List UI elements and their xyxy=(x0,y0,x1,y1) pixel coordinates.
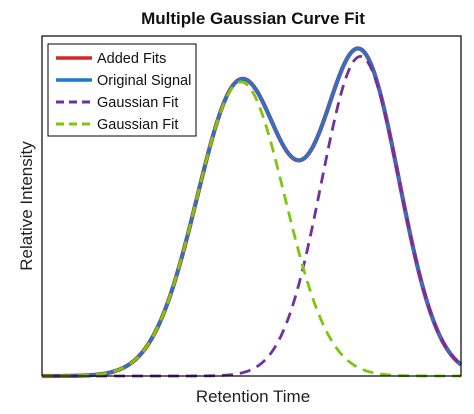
series-line-1 xyxy=(41,46,462,378)
x-axis-label: Retention Time xyxy=(196,387,310,406)
plot-curves xyxy=(41,46,463,379)
chart-title: Multiple Gaussian Curve Fit xyxy=(141,9,365,28)
legend-label-3: Gaussian Fit xyxy=(97,117,178,133)
legend-label-1: Original Signal xyxy=(97,73,191,89)
y-axis-label: Relative Intensity xyxy=(17,141,36,271)
legend: Added Fits Original Signal Gaussian Fit Gau… xyxy=(47,43,197,137)
legend-label-0: Added Fits xyxy=(97,51,166,67)
plot-frame xyxy=(41,35,462,377)
legend-label-2: Gaussian Fit xyxy=(97,95,178,111)
